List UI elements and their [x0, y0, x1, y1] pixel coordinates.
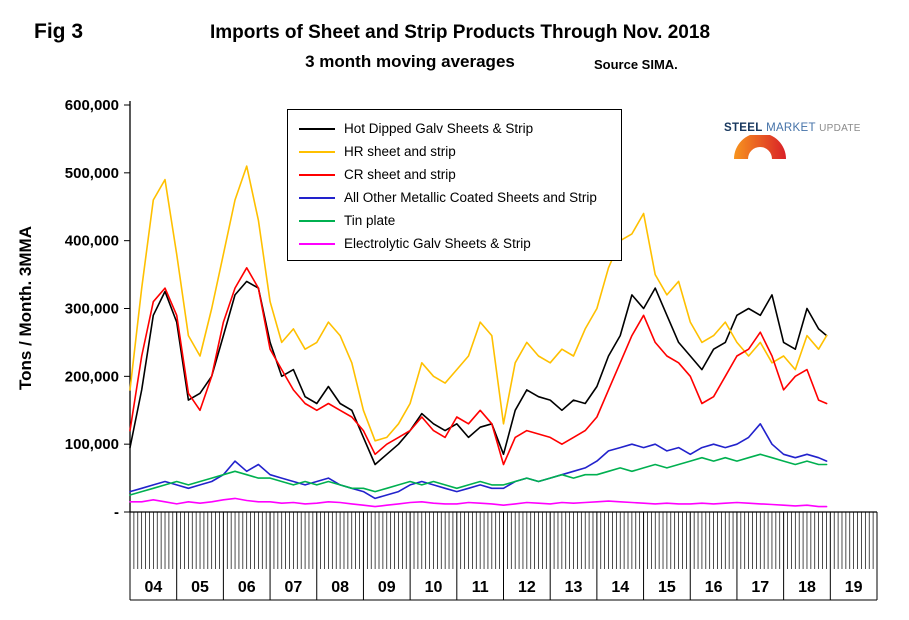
series-line	[129, 280, 828, 466]
x-year-label: 15	[658, 579, 676, 596]
legend-line-sample	[299, 150, 335, 153]
y-tick-label: 600,000	[65, 97, 119, 114]
y-tick-label: 300,000	[65, 301, 119, 318]
x-year-label: 10	[425, 579, 443, 596]
legend-line-sample	[299, 242, 335, 245]
legend-item: CR sheet and strip	[288, 163, 621, 186]
x-year-label: 07	[285, 579, 303, 596]
figure-number: Fig 3	[34, 20, 84, 43]
series-line	[129, 266, 828, 466]
x-year-label: 14	[611, 579, 629, 596]
x-year-label: 06	[238, 579, 256, 596]
y-tick-label: -	[114, 504, 119, 521]
chart-subtitle: 3 month moving averages	[305, 52, 515, 71]
legend-line-sample	[299, 196, 335, 199]
steel-market-update-logo: STEEL MARKET UPDATE	[724, 122, 874, 166]
y-axis-title: Tons / Month. 3MMA	[16, 226, 35, 390]
chart-legend: Hot Dipped Galv Sheets & Strip HR sheet a…	[287, 109, 622, 261]
logo-word-market: MARKET	[766, 122, 816, 134]
source-label: Source SIMA.	[594, 57, 678, 72]
legend-label: CR sheet and strip	[344, 167, 456, 182]
legend-item: Tin plate	[288, 209, 621, 232]
legend-item: Hot Dipped Galv Sheets & Strip	[288, 117, 621, 140]
series-line	[129, 422, 828, 500]
logo-word-update: UPDATE	[819, 123, 861, 134]
logo-text: STEEL MARKET UPDATE	[724, 122, 874, 134]
legend-item: All Other Metallic Coated Sheets and Str…	[288, 186, 621, 209]
chart-title: Imports of Sheet and Strip Products Thro…	[209, 22, 711, 43]
x-year-label: 19	[845, 579, 863, 596]
y-tick-label: 500,000	[65, 165, 119, 182]
logo-word-steel: STEEL	[724, 122, 763, 134]
x-year-label: 08	[331, 579, 349, 596]
y-tick-label: 400,000	[65, 233, 119, 250]
x-year-label: 18	[798, 579, 816, 596]
legend-label: Hot Dipped Galv Sheets & Strip	[344, 121, 534, 136]
legend-line-sample	[299, 219, 335, 222]
x-year-label: 16	[705, 579, 723, 596]
legend-label: All Other Metallic Coated Sheets and Str…	[344, 190, 597, 205]
legend-item: Electrolytic Galv Sheets & Strip	[288, 232, 621, 255]
series-line	[129, 497, 828, 508]
y-tick-label: 200,000	[65, 368, 119, 385]
legend-label: Tin plate	[344, 213, 396, 228]
x-year-label: 05	[191, 579, 209, 596]
y-tick-label: 100,000	[65, 436, 119, 453]
series-line	[129, 453, 828, 496]
x-year-label: 13	[565, 579, 583, 596]
logo-arc-icon	[734, 135, 786, 159]
legend-label: Electrolytic Galv Sheets & Strip	[344, 236, 531, 251]
legend-item: HR sheet and strip	[288, 140, 621, 163]
legend-label: HR sheet and strip	[344, 144, 456, 159]
series-line	[129, 165, 828, 442]
x-year-label: 17	[751, 579, 769, 596]
legend-line-sample	[299, 127, 335, 130]
x-year-label: 09	[378, 579, 396, 596]
x-year-label: 11	[472, 579, 489, 596]
x-year-label: 12	[518, 579, 536, 596]
legend-line-sample	[299, 173, 335, 176]
x-year-label: 04	[144, 579, 162, 596]
